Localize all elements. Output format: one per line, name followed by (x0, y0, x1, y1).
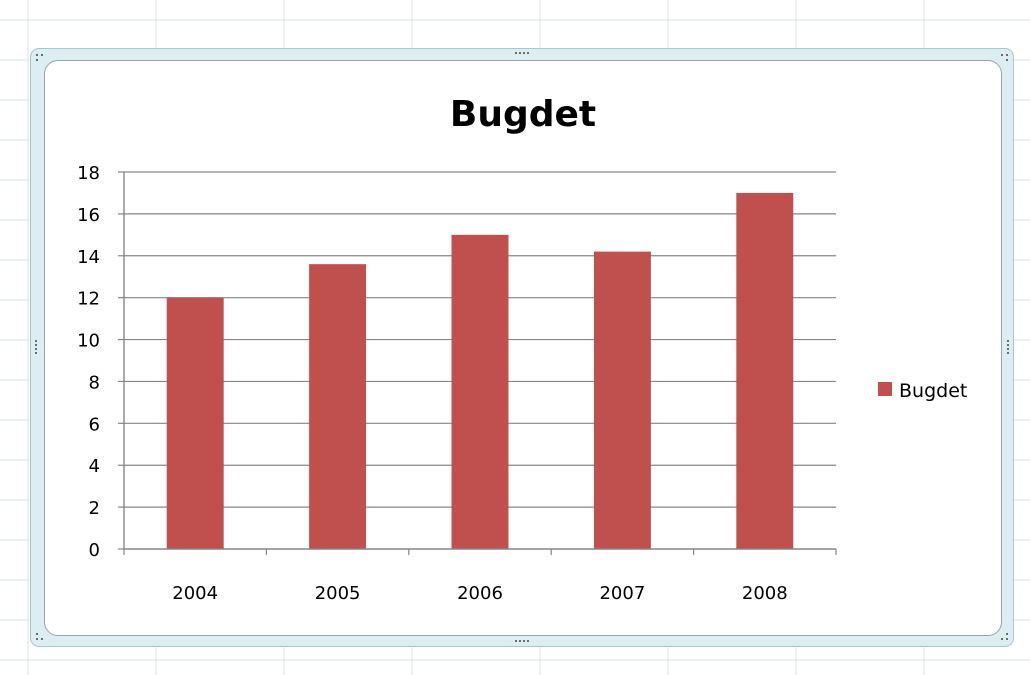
handle-dot (36, 59, 38, 61)
handle-dot (519, 640, 521, 642)
chart-title[interactable]: Bugdet (450, 94, 596, 135)
legend-label: Bugdet (899, 380, 967, 402)
handle-dot (35, 340, 37, 342)
handle-dot (523, 640, 525, 642)
x-tick-label: 2006 (457, 583, 503, 604)
handle-dot (519, 52, 521, 54)
y-tick-label: 6 (89, 414, 100, 435)
bar[interactable] (451, 234, 509, 550)
bar[interactable] (736, 192, 794, 549)
handle-dot (527, 640, 529, 642)
handle-dot (41, 638, 43, 640)
handle-dot (1006, 638, 1008, 640)
y-tick-label: 0 (89, 540, 100, 561)
bars (166, 192, 794, 550)
handle-dot (515, 52, 517, 54)
resize-handles[interactable] (35, 52, 1009, 642)
y-tick-label: 10 (77, 331, 100, 352)
handle-dot (36, 638, 38, 640)
y-tick-label: 8 (89, 372, 100, 393)
x-tick-label: 2004 (172, 583, 218, 604)
x-tick-label: 2007 (599, 583, 645, 604)
bar[interactable] (593, 251, 651, 550)
handle-dot (41, 54, 43, 56)
y-tick-label: 12 (77, 289, 100, 310)
handle-dot (1007, 340, 1009, 342)
handle-dot (1006, 633, 1008, 635)
handle-dot (35, 348, 37, 350)
x-tick-label: 2005 (315, 583, 361, 604)
x-axis[interactable]: 2004 2005 2006 2007 2008 (123, 548, 837, 604)
y-tick-label: 4 (89, 456, 100, 477)
handle-dot (1007, 352, 1009, 354)
legend[interactable]: Bugdet (878, 380, 967, 402)
handle-dot (35, 344, 37, 346)
y-tick-label: 2 (89, 498, 100, 519)
x-tick-label: 2008 (742, 583, 788, 604)
handle-dot (1006, 59, 1008, 61)
legend-swatch (878, 382, 892, 396)
handle-dot (1001, 638, 1003, 640)
handle-dot (523, 52, 525, 54)
handle-dot (515, 640, 517, 642)
handle-dot (1006, 54, 1008, 56)
y-tick-label: 16 (77, 205, 100, 226)
y-axis[interactable]: 0 2 4 6 8 10 12 14 16 18 (77, 163, 125, 561)
handle-dot (36, 54, 38, 56)
y-tick-label: 14 (77, 247, 100, 268)
handle-dot (1007, 348, 1009, 350)
handle-dot (527, 52, 529, 54)
handle-dot (1007, 344, 1009, 346)
handle-dot (36, 633, 38, 635)
y-tick-label: 18 (77, 163, 100, 184)
bar[interactable] (166, 297, 224, 549)
handle-dot (1001, 54, 1003, 56)
handle-dot (35, 352, 37, 354)
bar[interactable] (309, 264, 367, 549)
